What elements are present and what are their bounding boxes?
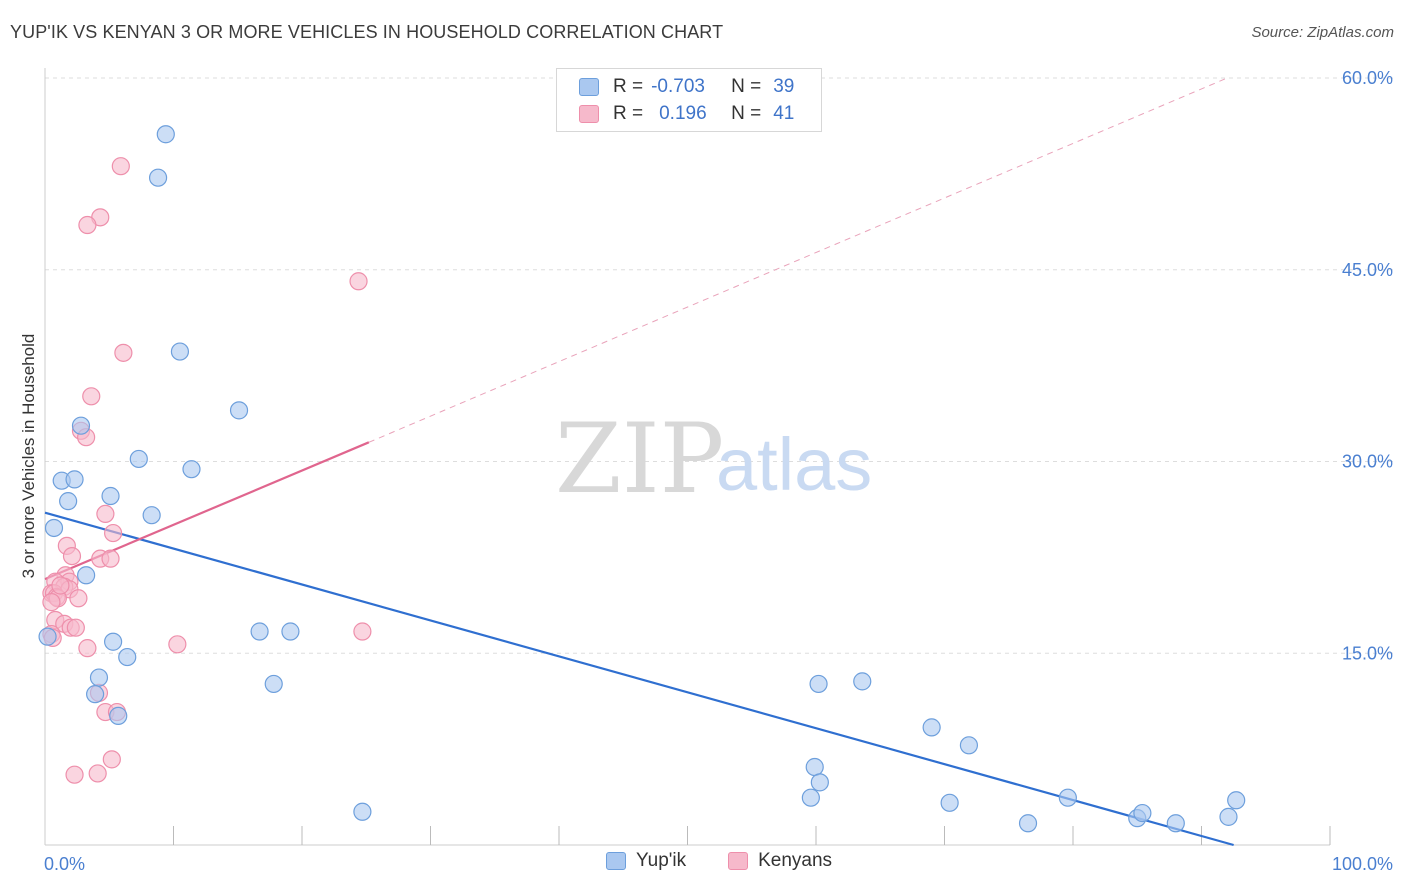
point-yupik [809, 674, 828, 694]
point-yupik [1058, 788, 1077, 807]
point-yupik [1166, 814, 1185, 833]
source-label: Source: ZipAtlas.com [1251, 24, 1394, 41]
legend-label-kenyans: Kenyans [758, 850, 833, 871]
legend-n-value: 41 [773, 103, 795, 124]
legend-n-value: 39 [773, 76, 795, 97]
watermark: ZIP atlas [555, 403, 872, 515]
point-kenyans [69, 589, 88, 608]
point-yupik [940, 793, 959, 812]
point-kenyans [42, 593, 61, 612]
legend-swatch-kenyans [579, 105, 599, 123]
legend-swatch-kenyans [728, 852, 749, 870]
legend-n-label: N = [731, 103, 762, 124]
point-kenyans [78, 215, 97, 235]
point-kenyans [78, 639, 97, 658]
point-kenyans [114, 343, 133, 362]
point-kenyans [62, 546, 82, 566]
watermark-zip: ZIP [555, 403, 724, 515]
point-yupik [89, 668, 109, 687]
legend-n-label: N = [731, 76, 762, 97]
point-yupik [77, 566, 96, 585]
grid-lines [45, 77, 1394, 654]
point-yupik [1227, 791, 1246, 810]
trend-line-kenyans-extrapolated [368, 77, 1228, 443]
point-kenyans [66, 618, 85, 637]
legend-label-yupik: Yup'ik [636, 850, 687, 871]
point-kenyans [353, 622, 372, 641]
chart-title: YUP'IK VS KENYAN 3 OR MORE VEHICLES IN H… [10, 22, 724, 42]
point-kenyans [168, 635, 187, 654]
point-yupik [353, 802, 372, 821]
legend-r-label: R = [613, 103, 644, 124]
point-kenyans [65, 765, 84, 784]
point-yupik [1018, 814, 1038, 833]
point-kenyans [104, 523, 123, 543]
point-yupik [229, 401, 249, 420]
point-yupik [156, 125, 175, 144]
series-legend: Yup'ik Kenyans [606, 850, 832, 872]
point-yupik [142, 506, 161, 525]
point-yupik [104, 632, 123, 651]
point-yupik [264, 674, 283, 694]
y-tick-label: 15.0% [1342, 643, 1393, 663]
point-yupik [71, 416, 91, 435]
tick-labels: 15.0% 30.0% 45.0% 60.0% 0.0% 100.0% [44, 68, 1393, 874]
point-yupik [182, 460, 201, 479]
point-yupik [148, 168, 168, 187]
point-yupik [810, 773, 829, 792]
point-yupik [801, 788, 820, 807]
data-points [38, 125, 1246, 833]
point-yupik [118, 647, 137, 667]
legend-r-label: R = [613, 76, 644, 97]
correlation-legend: R = -0.703 N = 39 R = 0.196 N = 41 [556, 68, 822, 132]
point-kenyans [349, 272, 368, 291]
trend-line-yupik [44, 511, 1234, 847]
y-tick-label: 45.0% [1342, 260, 1393, 280]
point-kenyans [101, 549, 120, 568]
point-yupik [38, 627, 57, 646]
point-kenyans [96, 504, 115, 524]
point-yupik [101, 486, 120, 506]
x-tick-label: 100.0% [1332, 854, 1393, 874]
legend-swatch-yupik [606, 852, 626, 870]
legend-r-value: -0.703 [651, 76, 705, 97]
y-axis-title: 3 or more Vehicles in Household [19, 334, 38, 579]
point-yupik [129, 449, 148, 469]
point-kenyans [88, 764, 107, 783]
legend-row-kenyans: R = 0.196 N = 41 [579, 101, 794, 127]
point-kenyans [51, 576, 70, 595]
legend-row-yupik: R = -0.703 N = 39 [579, 74, 794, 100]
point-yupik [65, 470, 84, 489]
watermark-atlas: atlas [716, 423, 872, 506]
point-kenyans [102, 750, 121, 769]
point-yupik [1133, 803, 1152, 823]
y-tick-label: 30.0% [1342, 452, 1393, 472]
y-tick-label: 60.0% [1342, 68, 1393, 88]
point-yupik [805, 757, 824, 777]
point-yupik [109, 706, 128, 725]
axes [44, 68, 1331, 846]
point-yupik [250, 622, 269, 641]
point-kenyans [82, 387, 101, 406]
point-yupik [44, 518, 64, 538]
legend-r-value: 0.196 [659, 103, 707, 124]
legend-swatch-yupik [579, 78, 599, 96]
x-tick-label: 0.0% [44, 854, 85, 874]
point-yupik [86, 685, 105, 704]
point-yupik [853, 672, 872, 691]
point-yupik [922, 718, 941, 737]
point-yupik [1219, 807, 1238, 826]
point-yupik [959, 736, 979, 755]
point-yupik [170, 342, 190, 361]
point-kenyans [111, 157, 130, 176]
point-yupik [59, 492, 78, 511]
point-yupik [281, 622, 300, 641]
